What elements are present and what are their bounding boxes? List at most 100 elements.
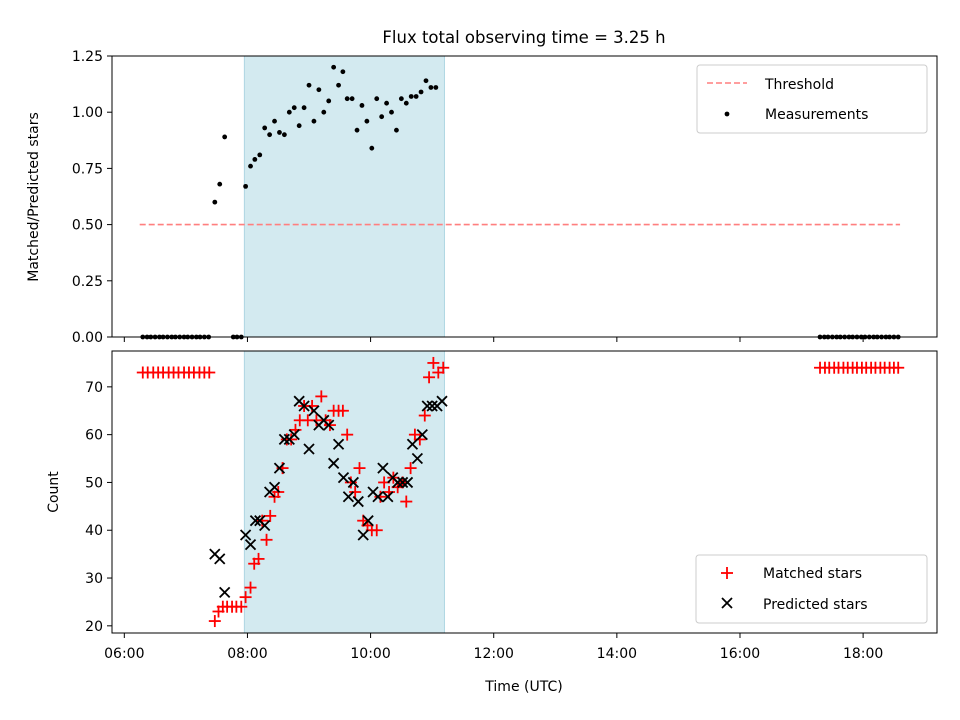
- matched-star-marker: [892, 361, 905, 374]
- predicted-star-marker: [249, 515, 262, 527]
- predicted-star-marker: [342, 491, 355, 503]
- matched-star-marker: [437, 361, 450, 374]
- legend-matched-swatch: [721, 567, 733, 579]
- measurement-point: [296, 123, 302, 129]
- predicted-star-marker: [377, 462, 389, 474]
- measurement-point: [433, 85, 439, 90]
- y-tick-label: 50: [85, 475, 103, 491]
- measurement-point: [248, 163, 253, 169]
- measurement-point: [217, 181, 223, 187]
- y-tick-label: 0.50: [72, 218, 103, 234]
- measurement-point: [398, 96, 404, 102]
- x-tick-label: 16:00: [720, 646, 760, 662]
- legend-measurements-label: Measurements: [765, 107, 868, 123]
- measurement-point: [272, 118, 277, 124]
- measurement-point: [267, 132, 273, 138]
- predicted-star-marker: [416, 429, 428, 441]
- measurement-point: [326, 98, 332, 104]
- bottom-panel: 20 30 40 50 60 70 06:00 08:00 10:00 12:00 14:00 16…: [46, 350, 938, 695]
- matched-star-marker: [264, 509, 277, 522]
- measurement-point: [379, 114, 385, 120]
- predicted-star-marker: [357, 529, 369, 541]
- predicted-star-marker: [436, 395, 448, 407]
- measurement-point: [418, 89, 424, 95]
- top-legend-box: [696, 64, 928, 134]
- matched-star-marker: [341, 428, 354, 441]
- top-y-axis-ticks: 0.00 0.25 0.50 0.75 1.00 1.25: [72, 49, 112, 346]
- predicted-star-marker: [401, 476, 414, 489]
- measurement-point: [384, 100, 389, 106]
- y-tick-label: 30: [85, 571, 103, 587]
- measurement-point: [321, 109, 327, 115]
- matched-star-marker: [370, 524, 383, 537]
- measurement-point: [222, 134, 228, 140]
- measurement-point: [306, 82, 312, 88]
- bottom-x-axis-ticks: 06:00 08:00 10:00 12:00 14:00 16:00 18:00: [104, 633, 883, 662]
- matched-star-marker: [344, 476, 357, 489]
- predicted-stars-series: [209, 395, 448, 599]
- x-tick-label: 06:00: [104, 646, 144, 662]
- observing-window-band: [243, 55, 445, 338]
- measurement-point: [257, 152, 263, 158]
- top-observing-window-shade: [243, 55, 445, 338]
- measurement-point: [262, 125, 268, 131]
- measurement-point: [336, 82, 341, 88]
- measurement-point: [311, 118, 317, 124]
- predicted-star-marker: [332, 438, 345, 450]
- predicted-star-marker: [303, 443, 315, 455]
- predicted-star-marker: [372, 491, 384, 503]
- matched-star-marker: [336, 404, 349, 417]
- measurement-point: [408, 94, 414, 99]
- legend-predicted-swatch: [721, 597, 733, 609]
- measurement-point: [423, 78, 429, 84]
- x-axis-label: Time (UTC): [484, 679, 562, 695]
- matched-star-marker: [252, 552, 265, 565]
- measurement-point: [316, 87, 322, 93]
- legend-threshold-label: Threshold: [764, 77, 834, 93]
- measurement-point: [413, 94, 419, 99]
- measurement-point: [354, 127, 360, 133]
- top-legend: Threshold Measurements: [696, 64, 928, 134]
- predicted-star-marker: [273, 462, 286, 474]
- bottom-plot-frame: [111, 350, 938, 634]
- measurement-point: [389, 109, 394, 115]
- y-tick-label: 20: [85, 619, 103, 635]
- predicted-star-marker: [406, 438, 419, 450]
- measurement-point: [331, 64, 337, 70]
- measurement-point: [252, 157, 258, 162]
- matched-star-marker: [285, 433, 298, 446]
- matched-star-marker: [423, 371, 436, 384]
- measurement-point: [394, 127, 399, 133]
- matched-star-marker: [427, 356, 440, 369]
- chart-title: Flux total observing time = 3.25 h: [382, 28, 665, 47]
- bottom-legend-box: [695, 554, 928, 624]
- y-tick-label: 0.00: [72, 330, 103, 346]
- predicted-star-marker: [278, 433, 291, 446]
- predicted-star-marker: [396, 476, 409, 489]
- matched-star-marker: [315, 390, 328, 403]
- measurement-point: [340, 69, 346, 75]
- predicted-star-marker: [382, 491, 394, 503]
- matched-star-marker: [244, 581, 257, 594]
- matched-star-marker: [349, 486, 362, 498]
- measurement-point: [344, 96, 350, 102]
- measurement-point: [428, 85, 434, 90]
- matched-star-marker: [400, 495, 413, 508]
- predicted-star-marker: [421, 400, 433, 412]
- x-tick-label: 14:00: [597, 646, 637, 662]
- x-tick-label: 10:00: [350, 646, 390, 662]
- bottom-legend: Matched stars Predicted stars: [695, 554, 928, 624]
- predicted-star-marker: [298, 400, 310, 412]
- y-tick-label: 1.25: [72, 49, 103, 65]
- predicted-star-marker: [362, 515, 374, 527]
- top-plot-frame: [111, 55, 938, 338]
- x-tick-label: 18:00: [843, 646, 883, 662]
- measurement-point: [369, 145, 375, 151]
- top-x-axis-ticks: [123, 337, 864, 342]
- matched-star-marker: [203, 366, 216, 379]
- matched-star-marker: [374, 490, 387, 503]
- y-tick-label: 60: [85, 428, 103, 444]
- x-tick-label: 12:00: [474, 646, 514, 662]
- legend-matched-label: Matched stars: [763, 566, 862, 582]
